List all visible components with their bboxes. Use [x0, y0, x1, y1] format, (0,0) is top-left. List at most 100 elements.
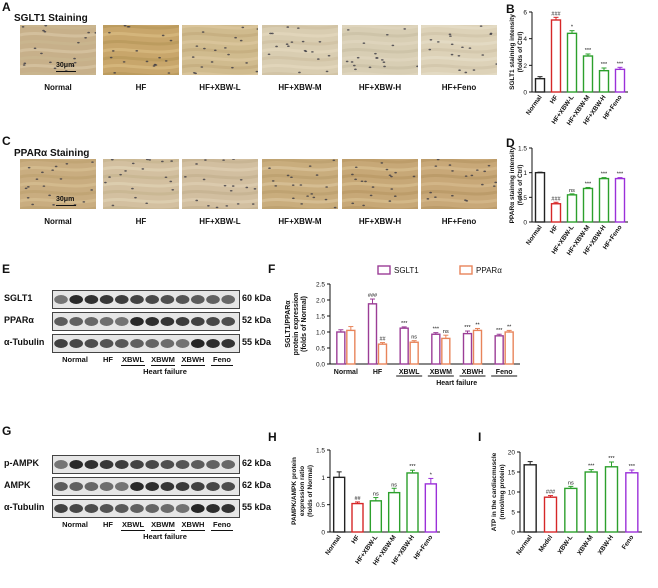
- bar: [523, 464, 537, 533]
- nucleus: [239, 179, 243, 181]
- significance-label: ***: [601, 172, 608, 178]
- nucleus: [84, 37, 87, 39]
- nucleus: [371, 186, 375, 188]
- tissue-fiber: [103, 48, 179, 54]
- bar: [534, 171, 546, 223]
- significance-label: ###: [551, 196, 561, 202]
- nucleus: [87, 31, 91, 34]
- tissue-fiber: [342, 25, 418, 30]
- tissue-fiber: [421, 32, 497, 38]
- significance-label: ##: [354, 496, 361, 502]
- nucleus: [59, 178, 63, 180]
- bar: [550, 203, 562, 223]
- nucleus: [227, 53, 230, 56]
- blot-band: [69, 482, 83, 491]
- y-tick-label: 0.0: [316, 362, 325, 369]
- nucleus: [215, 206, 219, 209]
- blot-band: [191, 460, 205, 469]
- tissue-fiber: [421, 182, 497, 188]
- nucleus: [457, 55, 461, 57]
- tissue-fiber: [182, 174, 258, 180]
- tissue-fiber: [342, 198, 418, 204]
- tissue-fiber: [182, 159, 258, 164]
- staining-image: [342, 25, 418, 75]
- nucleus: [390, 188, 394, 190]
- category-label: XBWH: [462, 369, 483, 376]
- staining-image: [20, 25, 96, 75]
- blot-band: [84, 482, 99, 491]
- y-axis-label-line: (folds of Ctrl): [517, 165, 524, 206]
- nucleus: [52, 204, 55, 206]
- blot-band: [130, 339, 144, 348]
- nucleus: [73, 61, 77, 64]
- nucleus: [450, 194, 454, 197]
- blot-row-label: α-Tubulin: [4, 337, 45, 347]
- blot-band: [130, 295, 144, 304]
- blot-band: [221, 317, 235, 326]
- staining-group-label: HF+Feno: [441, 83, 477, 92]
- blot-strip: [52, 290, 240, 309]
- nucleus: [388, 200, 392, 202]
- blot-group-label: XBWM: [151, 520, 175, 529]
- staining-group-label: HF+XBW-H: [358, 83, 402, 92]
- y-axis-label-line: ATP in the cardiacmuscle: [491, 452, 498, 531]
- nucleus: [236, 203, 240, 205]
- nucleus: [369, 194, 373, 197]
- nucleus: [354, 68, 357, 71]
- nucleus: [145, 159, 149, 161]
- tissue-fiber: [262, 72, 338, 75]
- nucleus: [40, 52, 43, 55]
- significance-label: ***: [617, 172, 624, 178]
- blot-band: [115, 460, 129, 469]
- blot-band: [160, 504, 175, 513]
- nucleus: [436, 159, 440, 161]
- tissue-fiber: [421, 25, 497, 30]
- nucleus: [21, 26, 25, 28]
- blot-band: [54, 317, 68, 326]
- blot-band: [160, 460, 175, 469]
- tissue-fiber: [103, 72, 179, 75]
- category-label: Normal: [515, 534, 534, 557]
- nucleus: [382, 61, 386, 63]
- blot-band: [221, 295, 235, 304]
- tissue-fiber: [103, 182, 179, 188]
- nucleus: [468, 47, 472, 49]
- y-tick-label: 2: [523, 63, 527, 70]
- nucleus: [274, 185, 278, 187]
- blot-group-label: XBWL: [121, 355, 145, 364]
- staining-group-label: HF: [135, 217, 147, 226]
- nucleus: [141, 168, 145, 170]
- nucleus: [271, 180, 275, 182]
- nucleus: [385, 33, 389, 36]
- scale-bar: [56, 205, 76, 206]
- y-tick-label: 0: [511, 530, 515, 537]
- blot-kda-label: 62 kDa: [242, 480, 272, 490]
- blot-strip: [52, 499, 240, 518]
- legend-label: SGLT1: [394, 266, 419, 275]
- nucleus: [239, 39, 243, 42]
- staining-group-label: HF+XBW-M: [278, 217, 322, 226]
- nucleus: [290, 41, 294, 43]
- nucleus: [310, 193, 314, 195]
- nucleus: [202, 178, 206, 181]
- heart-failure-label: Heart failure: [143, 532, 187, 541]
- tissue-fiber: [182, 182, 258, 188]
- y-axis-label: PPARα staining intensity(folds of Ctrl): [509, 146, 524, 223]
- tissue-fiber: [182, 40, 258, 46]
- nucleus: [231, 185, 235, 187]
- blot-band: [221, 339, 235, 348]
- bar: [614, 68, 626, 93]
- blot-band: [221, 482, 235, 491]
- staining-group-label: HF: [135, 83, 147, 92]
- nucleus: [300, 203, 304, 205]
- nucleus: [436, 41, 440, 43]
- nucleus: [489, 32, 493, 35]
- blot-band: [160, 295, 175, 304]
- nucleus: [350, 61, 354, 63]
- blot-group-label: Feno: [213, 355, 231, 364]
- scale-bar-label: 30μm: [56, 62, 75, 69]
- nucleus: [33, 47, 37, 50]
- category-label: Model: [538, 534, 555, 554]
- y-axis-label-line: (folds of Normal): [301, 296, 308, 352]
- tissue-fiber: [421, 40, 497, 46]
